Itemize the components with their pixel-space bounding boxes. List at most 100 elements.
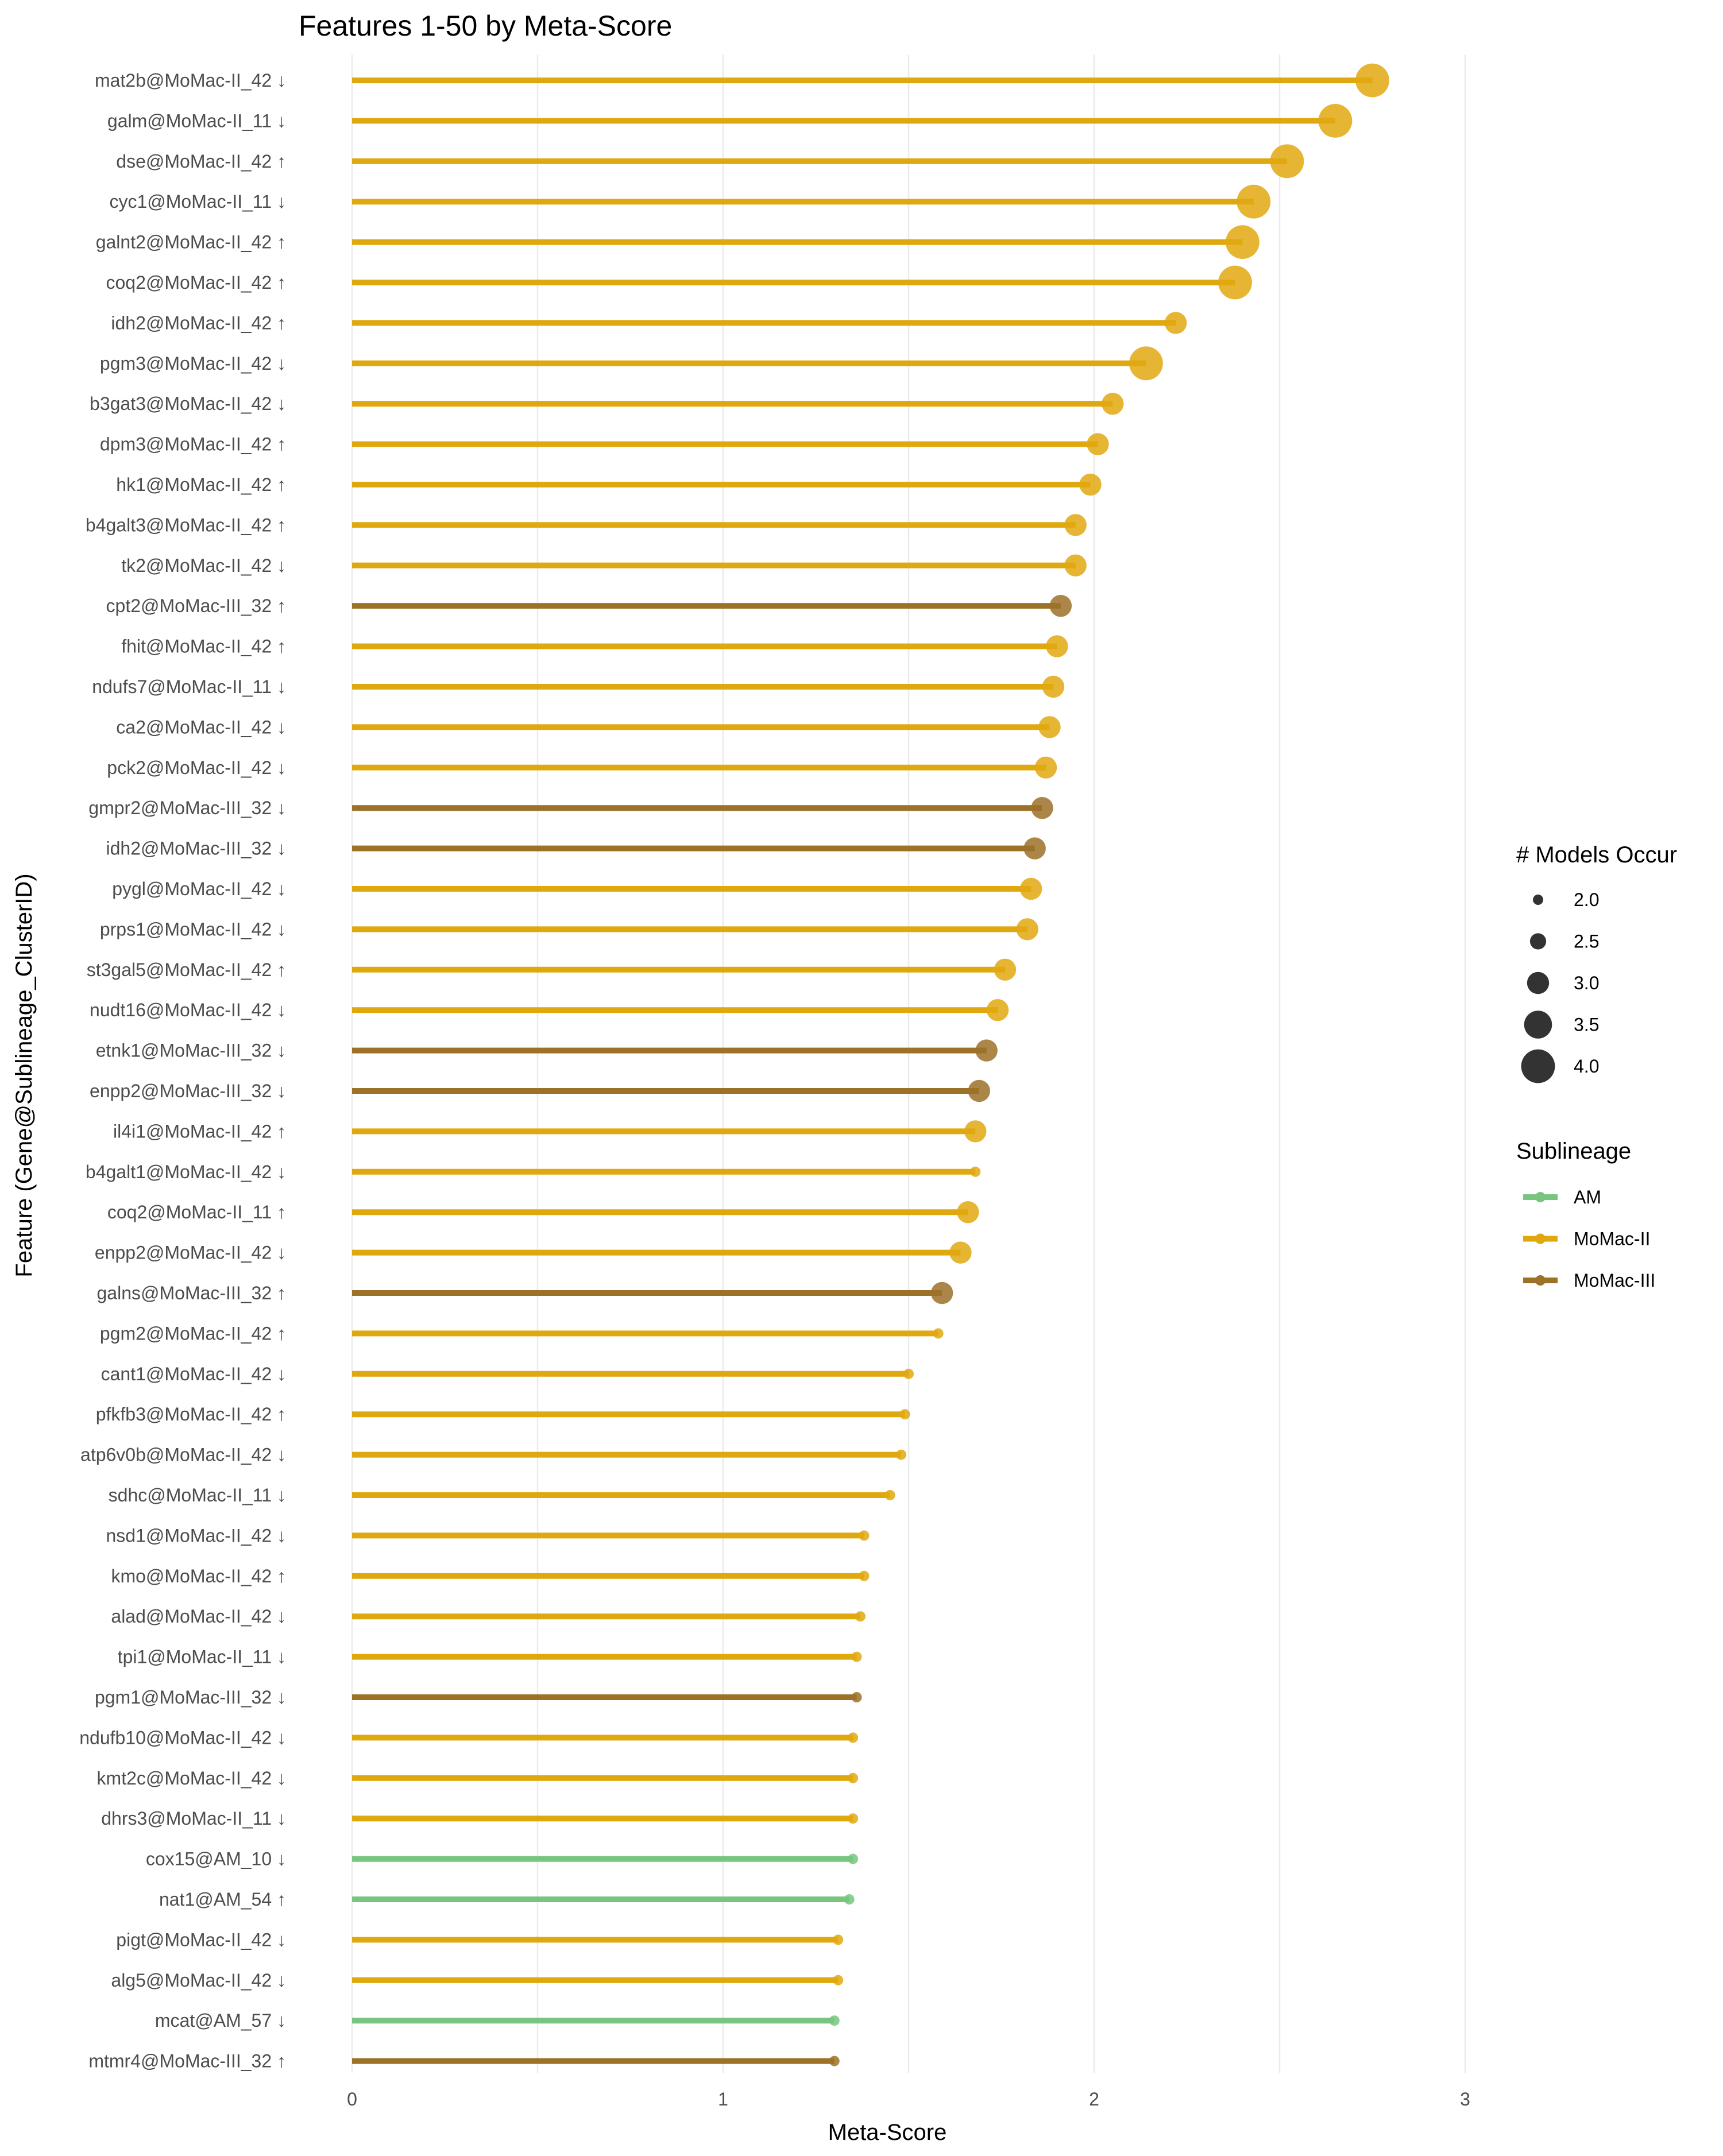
lollipop-point xyxy=(975,1039,998,1062)
lollipop-point xyxy=(930,1282,953,1305)
lollipop-point xyxy=(1038,716,1061,738)
legend-size-title: # Models Occur xyxy=(1516,842,1677,868)
lollipop-point xyxy=(848,1732,859,1743)
y-tick-label: dhrs3@MoMac-II_11 ↓ xyxy=(101,1808,286,1829)
y-tick-label: ca2@MoMac-II_42 ↓ xyxy=(116,717,286,737)
lollipop-point xyxy=(855,1611,866,1622)
y-tick-label: st3gal5@MoMac-II_42 ↑ xyxy=(87,959,286,980)
y-tick-label: pgm3@MoMac-II_42 ↓ xyxy=(100,353,286,374)
lollipop-point xyxy=(903,1368,914,1379)
lollipop-point xyxy=(1318,104,1353,138)
lollipop-point xyxy=(844,1894,855,1905)
y-tick-label: nat1@AM_54 ↑ xyxy=(159,1889,286,1910)
y-tick-label: galm@MoMac-II_11 ↓ xyxy=(107,110,286,131)
legend-color-title: Sublineage xyxy=(1516,1139,1631,1164)
legend-color-dot xyxy=(1535,1192,1546,1202)
lollipop-point xyxy=(1023,837,1046,860)
y-tick-label: pgm2@MoMac-II_42 ↑ xyxy=(100,1323,286,1344)
legend-size-label: 2.5 xyxy=(1574,931,1599,952)
lollipop-point xyxy=(859,1530,870,1541)
lollipop-point xyxy=(848,1853,859,1864)
lollipop-point xyxy=(957,1201,979,1224)
lollipop-point xyxy=(1355,63,1389,98)
y-tick-label: ndufb10@MoMac-II_42 ↓ xyxy=(79,1727,286,1748)
legend-size-label: 3.0 xyxy=(1574,973,1599,993)
grid-layer xyxy=(351,55,1466,2073)
legend-color-label: MoMac-III xyxy=(1574,1270,1655,1291)
x-tick-label: 0 xyxy=(347,2089,357,2109)
legend-color-dot xyxy=(1535,1275,1546,1286)
lollipop-point xyxy=(1034,756,1057,779)
legend-size-label: 4.0 xyxy=(1574,1056,1599,1077)
mark-layer xyxy=(352,63,1389,2066)
lollipop-point xyxy=(1237,184,1271,219)
lollipop-point xyxy=(1129,346,1163,381)
y-tick-label: coq2@MoMac-II_42 ↑ xyxy=(106,272,287,293)
lollipop-point xyxy=(986,999,1009,1021)
y-tick-label: prps1@MoMac-II_42 ↓ xyxy=(100,919,286,939)
legend-sublineage: Sublineage AM MoMac-II MoMac-III xyxy=(1516,1139,1655,1291)
y-tick-label: tpi1@MoMac-II_11 ↓ xyxy=(118,1647,286,1667)
y-tick-label: ndufs7@MoMac-II_11 ↓ xyxy=(92,676,286,697)
lollipop-point xyxy=(848,1813,859,1824)
lollipop-point xyxy=(1031,797,1053,819)
y-tick-label: cpt2@MoMac-III_32 ↑ xyxy=(106,595,286,616)
lollipop-point xyxy=(994,958,1017,981)
y-tick-label: pgm1@MoMac-III_32 ↓ xyxy=(95,1687,286,1708)
lollipop-point xyxy=(949,1241,972,1264)
lollipop-point xyxy=(1226,225,1260,259)
lollipop-point xyxy=(896,1449,907,1460)
lollipop-point xyxy=(1064,514,1087,536)
y-tick-label: nsd1@MoMac-II_42 ↓ xyxy=(106,1525,287,1546)
lollipop-point xyxy=(1046,635,1068,657)
y-tick-label: pck2@MoMac-II_42 ↓ xyxy=(107,757,286,778)
y-tick-label: mtmr4@MoMac-III_32 ↑ xyxy=(88,2051,286,2072)
y-tick-label: pigt@MoMac-II_42 ↓ xyxy=(116,1929,286,1950)
lollipop-point xyxy=(1102,393,1124,415)
lollipop-point xyxy=(1019,877,1042,900)
legend-color-dot xyxy=(1535,1233,1546,1244)
y-tick-label: kmt2c@MoMac-II_42 ↓ xyxy=(97,1768,286,1789)
y-tick-label: b3gat3@MoMac-II_42 ↓ xyxy=(90,393,286,414)
lollipop-point xyxy=(970,1166,981,1177)
y-tick-label: mat2b@MoMac-II_42 ↓ xyxy=(95,70,286,91)
y-tick-label: idh2@MoMac-III_32 ↓ xyxy=(106,838,287,859)
y-tick-label: pygl@MoMac-II_42 ↓ xyxy=(112,878,286,899)
y-tick-label: tk2@MoMac-II_42 ↓ xyxy=(121,555,286,576)
y-tick-label: alad@MoMac-II_42 ↓ xyxy=(111,1606,286,1627)
lollipop-point xyxy=(829,2056,840,2066)
y-tick-label: alg5@MoMac-II_42 ↓ xyxy=(111,1970,286,1991)
x-tick-label: 3 xyxy=(1460,2089,1470,2109)
legend-color-label: MoMac-II xyxy=(1574,1229,1650,1249)
lollipop-point xyxy=(1064,554,1087,576)
lollipop-point xyxy=(1087,433,1109,455)
lollipop-point xyxy=(884,1490,895,1500)
lollipop-point xyxy=(1049,595,1072,617)
lollipop-point xyxy=(859,1570,870,1581)
legend-models-occur: # Models Occur 2.0 2.5 3.0 3.5 4.0 xyxy=(1516,842,1677,1083)
y-tick-label: dse@MoMac-II_42 ↑ xyxy=(116,151,286,172)
legend-size-dot xyxy=(1533,895,1543,905)
y-tick-label: mcat@AM_57 ↓ xyxy=(155,2010,286,2031)
lollipop-point xyxy=(1079,473,1102,496)
x-tick-label: 1 xyxy=(718,2089,728,2109)
lollipop-point xyxy=(899,1409,910,1420)
y-tick-label: enpp2@MoMac-III_32 ↓ xyxy=(90,1081,286,1101)
y-tick-label: galnt2@MoMac-II_42 ↑ xyxy=(96,232,286,253)
y-axis-title: Feature (Gene@Sublineage_ClusterID) xyxy=(11,873,37,1277)
y-tick-label: il4i1@MoMac-II_42 ↑ xyxy=(113,1121,286,1141)
y-tick-label: idh2@MoMac-II_42 ↑ xyxy=(111,312,286,333)
y-tick-label: nudt16@MoMac-II_42 ↓ xyxy=(90,1000,286,1020)
y-tick-label: cox15@AM_10 ↓ xyxy=(146,1849,286,1869)
lollipop-point xyxy=(833,1975,844,1985)
y-tick-label: sdhc@MoMac-II_11 ↓ xyxy=(109,1485,286,1505)
lollipop-point xyxy=(1016,918,1038,940)
y-tick-label: kmo@MoMac-II_42 ↑ xyxy=(111,1566,286,1586)
lollipop-point xyxy=(1042,675,1065,698)
y-tick-label: fhit@MoMac-II_42 ↑ xyxy=(121,636,286,657)
legend-size-label: 3.5 xyxy=(1574,1015,1599,1035)
lollipop-point xyxy=(1270,144,1304,179)
y-tick-label: etnk1@MoMac-III_32 ↓ xyxy=(96,1040,286,1061)
legend-size-dot xyxy=(1527,971,1550,994)
